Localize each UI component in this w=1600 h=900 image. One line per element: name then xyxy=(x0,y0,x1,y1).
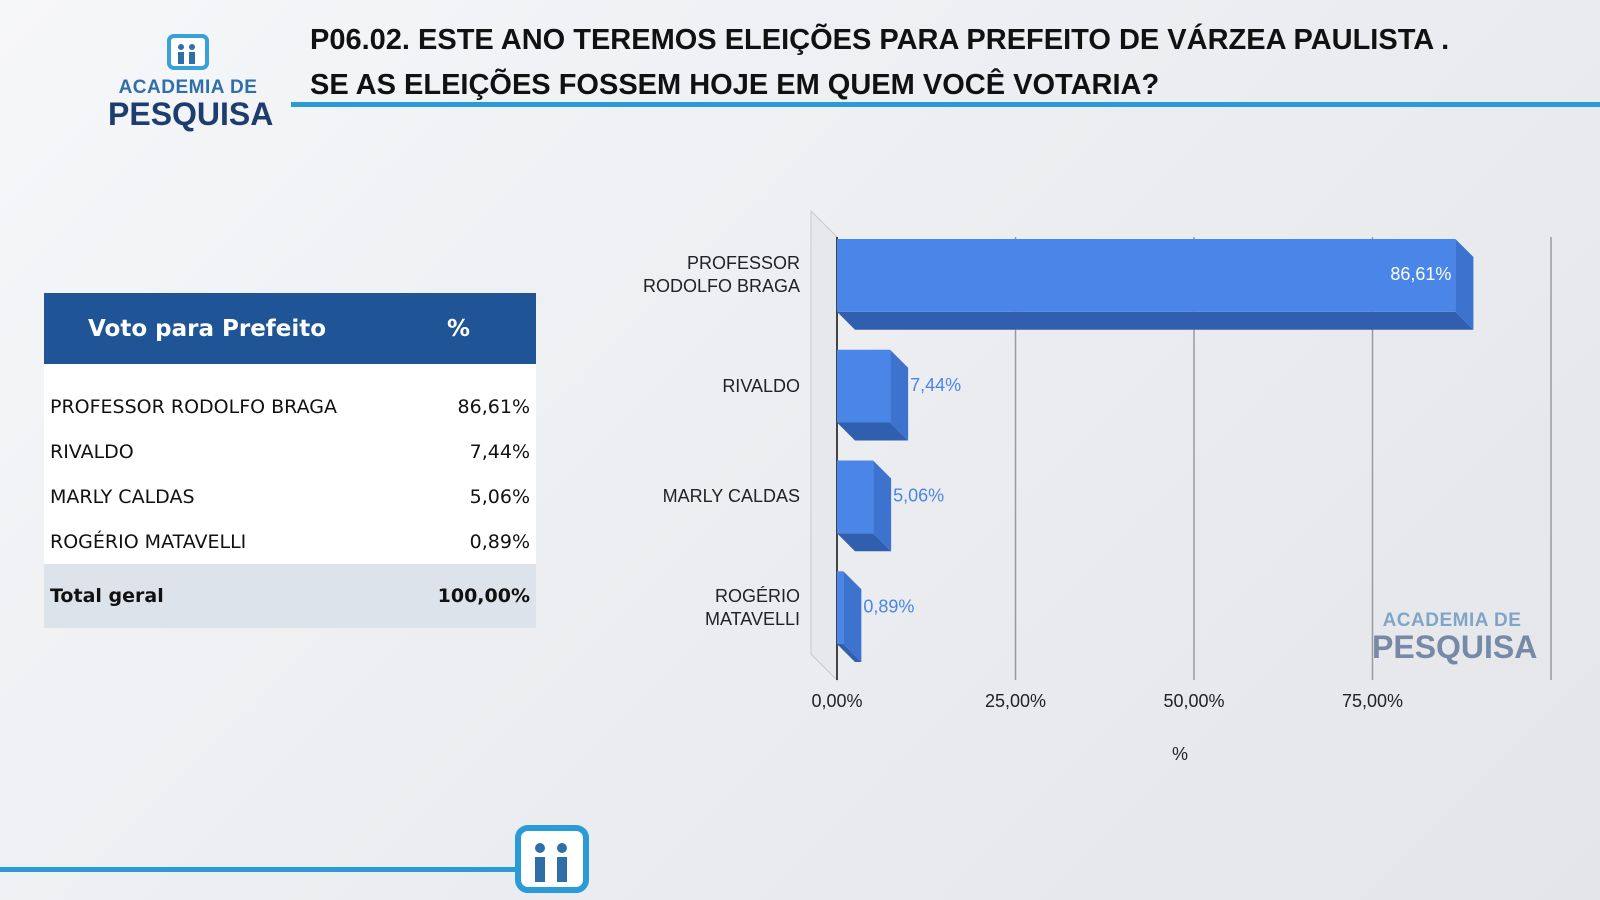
logo: ACADEMIA DE PESQUISA xyxy=(108,32,274,132)
bar-side xyxy=(873,460,892,552)
value-label: 7,44% xyxy=(910,375,961,395)
table-cell: MARLY CALDAS xyxy=(44,474,409,519)
x-tick-label: 25,00% xyxy=(985,691,1046,711)
spacer xyxy=(44,364,536,384)
logo-text: ACADEMIA DE xyxy=(118,77,258,98)
bar xyxy=(837,571,844,644)
table-cell: 7,44% xyxy=(408,429,536,474)
logo-icon xyxy=(167,34,209,70)
logo-text: PESQUISA xyxy=(108,96,274,132)
table-cell: 100,00% xyxy=(408,564,536,628)
watermark: ACADEMIA DE PESQUISA xyxy=(1372,610,1538,665)
y-tick-label: MARLY CALDAS xyxy=(662,486,800,507)
table-cell: 5,06% xyxy=(408,474,536,519)
footer-icon xyxy=(515,825,589,893)
bar-bottom xyxy=(837,311,1474,330)
value-label: 0,89% xyxy=(863,596,914,616)
table-cell: ROGÉRIO MATAVELLI xyxy=(44,519,409,564)
title-line: SE AS ELEIÇÕES FOSSEM HOJE EM QUEM VOCÊ … xyxy=(310,69,1160,101)
title-line: P06.02. ESTE ANO TEREMOS ELEIÇÕES PARA P… xyxy=(310,24,1450,56)
table-header: Voto para Prefeito % xyxy=(44,293,536,364)
bar-side xyxy=(890,349,909,441)
table-cell: Total geral xyxy=(44,564,409,628)
y-tick-label: ROGÉRIO MATAVELLI xyxy=(704,585,800,629)
bar xyxy=(837,460,874,534)
table-cell: RIVALDO xyxy=(44,429,409,474)
value-label: 86,61% xyxy=(1390,264,1451,284)
x-tick-label: 0,00% xyxy=(811,691,862,711)
bar xyxy=(837,239,1456,312)
y-tick-label: RIVALDO xyxy=(722,375,800,396)
table-total: Total geral 100,00% xyxy=(44,564,536,628)
table-row: ROGÉRIO MATAVELLI 0,89% xyxy=(44,519,536,564)
value-label: 5,06% xyxy=(893,486,944,506)
table-row: RIVALDO 7,44% xyxy=(44,429,536,474)
back-wall xyxy=(810,209,838,682)
y-tick-label: PROFESSOR RODOLFO BRAGA xyxy=(642,253,800,297)
title-rule xyxy=(291,102,1600,107)
title: P06.02. ESTE ANO TEREMOS ELEIÇÕES PARA P… xyxy=(310,18,1449,108)
bar-bottom xyxy=(837,422,909,441)
x-axis-title: % xyxy=(1172,744,1188,764)
bar-side xyxy=(843,571,862,662)
table-header-cell: Voto para Prefeito xyxy=(44,293,409,364)
vote-table: Voto para Prefeito % PROFESSOR RODOLFO B… xyxy=(44,293,536,628)
footer-rule xyxy=(0,867,520,872)
bar-side xyxy=(1455,239,1474,330)
table-row: PROFESSOR RODOLFO BRAGA 86,61% xyxy=(44,384,536,429)
bar-bottom xyxy=(837,644,862,662)
x-tick-label: 50,00% xyxy=(1163,691,1224,711)
bar-bottom xyxy=(837,533,892,552)
table-row: MARLY CALDAS 5,06% xyxy=(44,474,536,519)
table-cell: PROFESSOR RODOLFO BRAGA xyxy=(44,384,409,429)
bar xyxy=(837,349,891,423)
logo-text: ACADEMIA DE xyxy=(1382,610,1522,631)
x-tick-label: 75,00% xyxy=(1342,691,1403,711)
table-cell: 86,61% xyxy=(408,384,536,429)
table-header-cell: % xyxy=(408,293,536,364)
logo-text: PESQUISA xyxy=(1372,629,1538,665)
table-cell: 0,89% xyxy=(408,519,536,564)
